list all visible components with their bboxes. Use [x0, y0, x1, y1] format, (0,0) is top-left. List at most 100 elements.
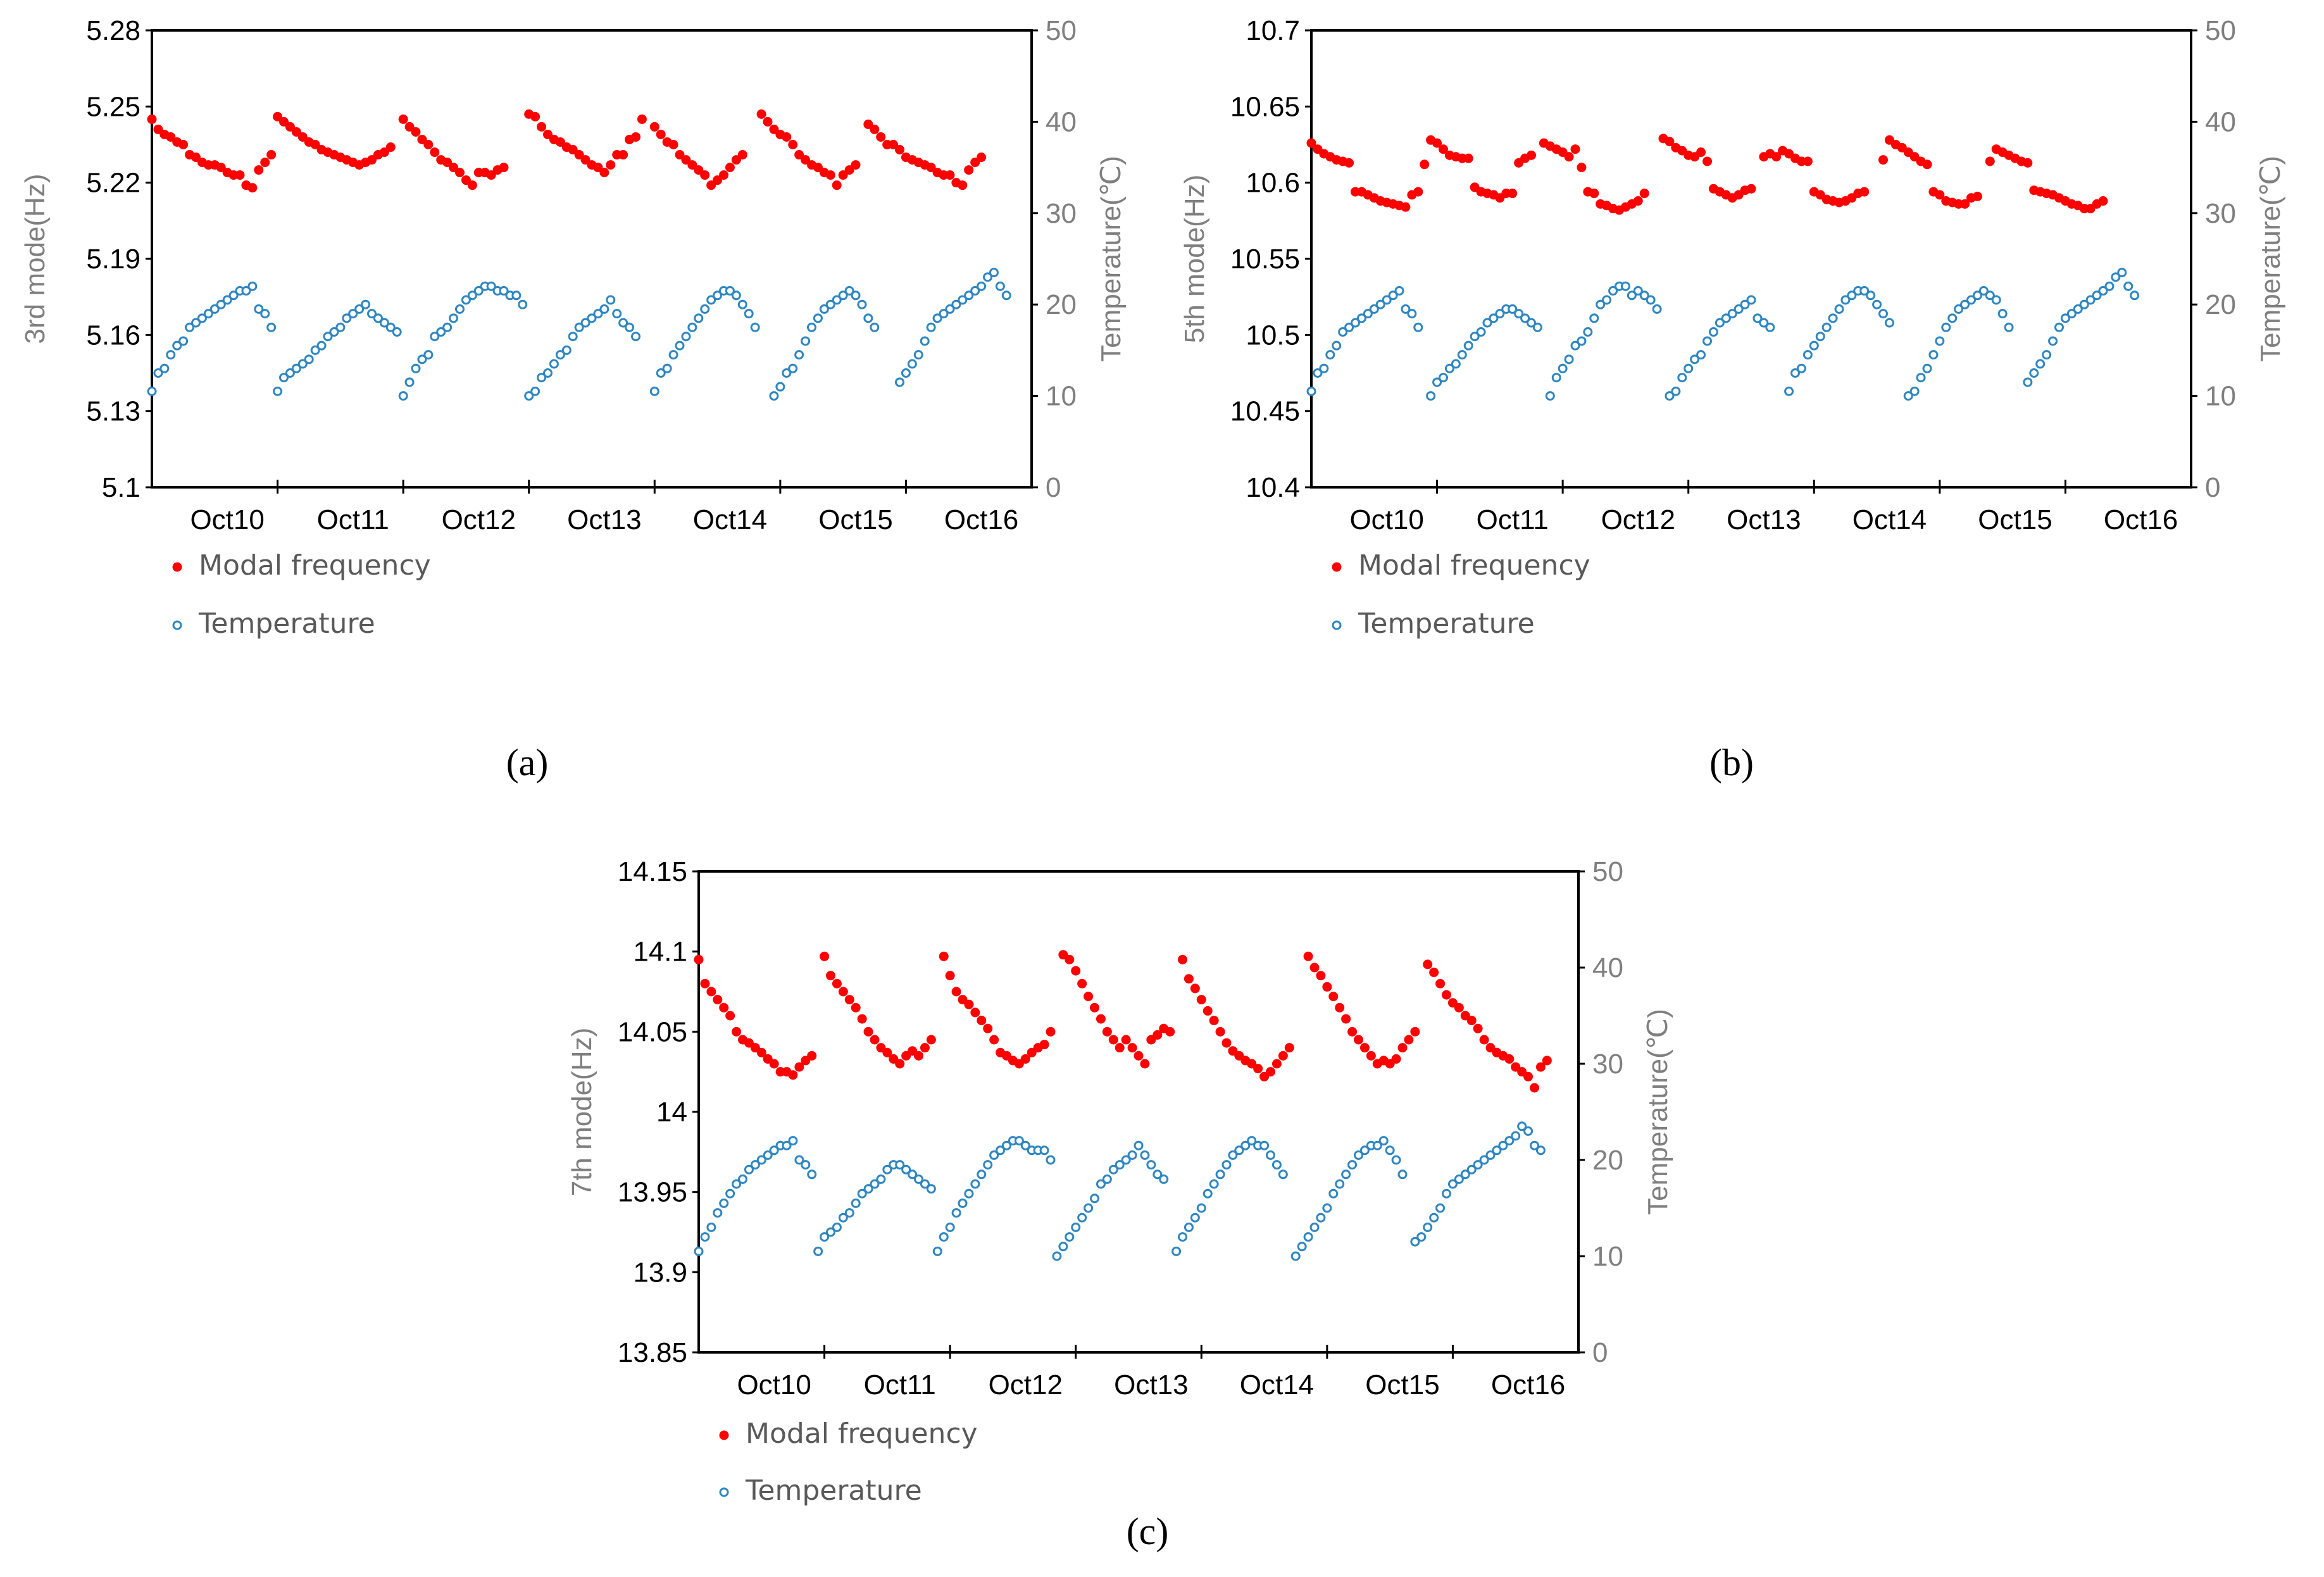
- temperature-point: [273, 386, 283, 396]
- temperature-point: [681, 332, 691, 342]
- temperature-point: [2060, 313, 2070, 323]
- legend-temperature-marker: [719, 1487, 729, 1497]
- frequency-point: [700, 978, 710, 988]
- x-tick-label: Oct11: [317, 504, 389, 535]
- frequency-point: [310, 140, 320, 149]
- temperature-point: [908, 1169, 918, 1180]
- temperature-point: [1708, 327, 1718, 337]
- temperature-point: [423, 350, 434, 360]
- temperature-point: [706, 295, 716, 305]
- y2-tick-label: 30: [2205, 198, 2236, 229]
- temperature-point: [329, 327, 339, 337]
- temperature-point: [794, 350, 804, 360]
- temperature-point: [1065, 1232, 1075, 1242]
- temperature-point: [1715, 318, 1725, 328]
- frequency-point: [756, 109, 766, 119]
- legend-temperature-label: Temperature: [198, 608, 375, 640]
- temperature-point: [1407, 309, 1417, 319]
- temperature-point: [920, 336, 930, 346]
- temperature-point: [844, 1208, 854, 1218]
- temperature-point: [499, 286, 509, 296]
- frequency-point: [599, 168, 609, 178]
- temperature-point: [1721, 313, 1731, 323]
- frequency-point: [945, 971, 955, 981]
- x-tick-label: Oct14: [1852, 504, 1927, 535]
- temperature-point: [857, 1188, 867, 1199]
- frequency-point: [1115, 1043, 1125, 1053]
- temperature-point: [172, 340, 182, 351]
- temperature-point: [901, 1164, 911, 1175]
- temperature-point: [1966, 295, 1976, 305]
- frequency-point: [637, 114, 647, 124]
- y-tick-label: 14.05: [618, 1016, 687, 1047]
- temperature-point: [442, 322, 453, 332]
- temperature-point: [593, 309, 603, 319]
- temperature-point: [907, 359, 917, 369]
- frequency-point: [1153, 1030, 1163, 1040]
- frequency-point: [1442, 990, 1451, 1000]
- y-tick-label: 5.19: [86, 244, 141, 275]
- temperature-point: [1884, 318, 1894, 328]
- temperature-point: [1514, 309, 1524, 319]
- frequency-point: [486, 170, 496, 180]
- y2-tick-label: 20: [2205, 289, 2236, 320]
- temperature-point: [1922, 363, 1932, 373]
- x-tick-label: Oct12: [1601, 504, 1675, 535]
- y-tick-label: 5.16: [86, 320, 141, 351]
- temperature-point: [1435, 1203, 1446, 1213]
- temperature-point: [750, 322, 760, 332]
- frequency-point: [844, 995, 854, 1005]
- temperature-point: [1209, 1179, 1219, 1189]
- frequency-point: [687, 160, 697, 170]
- x-tick-label: Oct12: [442, 504, 516, 535]
- frequency-point: [1190, 983, 1200, 994]
- temperature-point: [1052, 1251, 1062, 1261]
- temperature-point: [1608, 286, 1618, 296]
- temperature-point: [1840, 295, 1851, 305]
- temperature-point: [687, 322, 697, 332]
- temperature-point: [807, 1169, 817, 1180]
- temperature-point: [970, 1179, 980, 1189]
- temperature-point: [1359, 1145, 1370, 1156]
- temperature-point: [1039, 1145, 1049, 1156]
- temperature-point: [820, 1232, 830, 1242]
- temperature-point: [989, 1150, 999, 1160]
- frequency-point: [1196, 995, 1206, 1005]
- y-tick-label: 14: [656, 1097, 687, 1128]
- frequency-point: [769, 1059, 779, 1069]
- temperature-point: [185, 322, 195, 332]
- y2-tick-label: 0: [1046, 472, 1061, 503]
- temperature-point: [1115, 1160, 1125, 1170]
- temperature-point: [191, 318, 201, 328]
- frequency-point: [398, 114, 408, 124]
- legend-frequency-marker: [1332, 562, 1342, 572]
- frequency-point: [1420, 159, 1430, 170]
- frequency-point: [1504, 1054, 1515, 1064]
- frequency-point: [1802, 156, 1813, 166]
- temperature-point: [1859, 286, 1870, 296]
- temperature-point: [2042, 350, 2052, 360]
- x-tick-label: Oct10: [190, 504, 264, 535]
- y2-tick-label: 40: [1046, 106, 1077, 137]
- frequency-point: [807, 1050, 817, 1061]
- temperature-point: [1410, 1237, 1420, 1247]
- frequency-point: [297, 132, 308, 142]
- temperature-point: [1178, 1232, 1187, 1242]
- temperature-point: [1665, 391, 1675, 401]
- temperature-point: [2092, 290, 2102, 301]
- temperature-point: [1834, 304, 1844, 314]
- frequency-point: [1401, 202, 1411, 212]
- frequency-point: [568, 145, 578, 155]
- y2-tick-label: 50: [1046, 15, 1077, 46]
- temperature-point: [1391, 1155, 1401, 1165]
- temperature-point: [819, 304, 829, 314]
- temperature-point: [1203, 1188, 1213, 1199]
- frequency-point: [1366, 1050, 1376, 1061]
- temperature-point: [385, 322, 396, 332]
- temperature-point: [222, 295, 232, 305]
- frequency-point: [1341, 1014, 1351, 1024]
- temperature-point: [2079, 299, 2089, 309]
- frequency-point: [1439, 144, 1448, 154]
- temperature-point: [1140, 1150, 1150, 1160]
- temperature-point: [851, 1198, 861, 1208]
